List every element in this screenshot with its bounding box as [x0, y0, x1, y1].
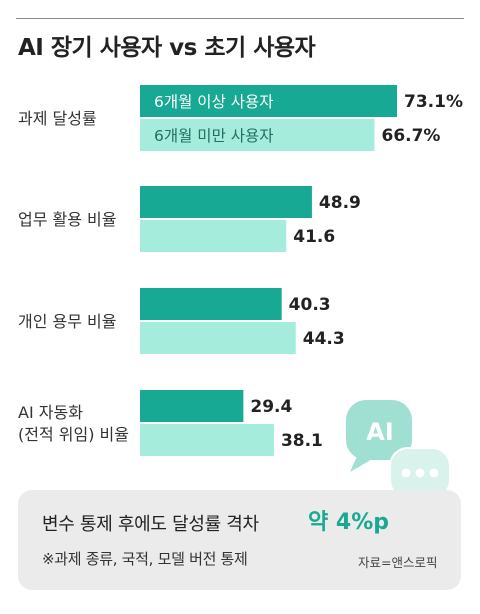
ai-bubble-icon: AI: [346, 400, 412, 472]
ai-bubble-shape: [346, 400, 412, 460]
value-label: 66.7%: [381, 126, 440, 146]
value-label: 38.1: [281, 431, 323, 451]
value-label: 73.1%: [404, 92, 463, 112]
category-label: (전적 위임) 비율: [18, 425, 129, 444]
value-label: 41.6: [293, 227, 335, 247]
note-gap-value: 약 4%p: [308, 510, 389, 535]
bar: [140, 424, 274, 456]
bar: [140, 186, 312, 218]
dot-icon: [429, 468, 439, 478]
value-label: 40.3: [289, 295, 331, 315]
legend-label: 6개월 미만 사용자: [154, 127, 274, 145]
note-main-text: 변수 통제 후에도 달성률 격차: [42, 514, 259, 535]
value-label: 44.3: [303, 329, 345, 349]
source-text: 자료=앤스로픽: [358, 555, 438, 570]
bar: [140, 220, 287, 252]
bar: [140, 322, 296, 354]
value-label: 48.9: [319, 193, 361, 213]
chat-bubbles-icon: AI: [346, 400, 451, 504]
category-label: 과제 달성률: [18, 109, 97, 128]
bar: [140, 119, 375, 151]
dot-icon: [401, 468, 411, 478]
category-label: 업무 활용 비율: [18, 210, 117, 229]
category-label: 개인 용무 비율: [18, 312, 117, 331]
bar: [140, 288, 282, 320]
ai-bubble-tail: [350, 454, 374, 472]
bar: [140, 390, 244, 422]
note-controls-text: ※과제 종류, 국적, 모델 버전 통제: [42, 550, 248, 568]
note-box: 변수 통제 후에도 달성률 격차 약 4%p ※과제 종류, 국적, 모델 버전…: [18, 490, 461, 590]
dot-icon: [415, 468, 425, 478]
ai-bubble-text: AI: [366, 418, 394, 446]
bar: [140, 85, 397, 117]
value-label: 29.4: [250, 397, 292, 417]
legend-label: 6개월 이상 사용자: [154, 93, 274, 111]
category-label: AI 자동화: [18, 403, 83, 422]
chart-title: AI 장기 사용자 vs 초기 사용자: [18, 35, 316, 61]
top-divider: [16, 18, 464, 19]
